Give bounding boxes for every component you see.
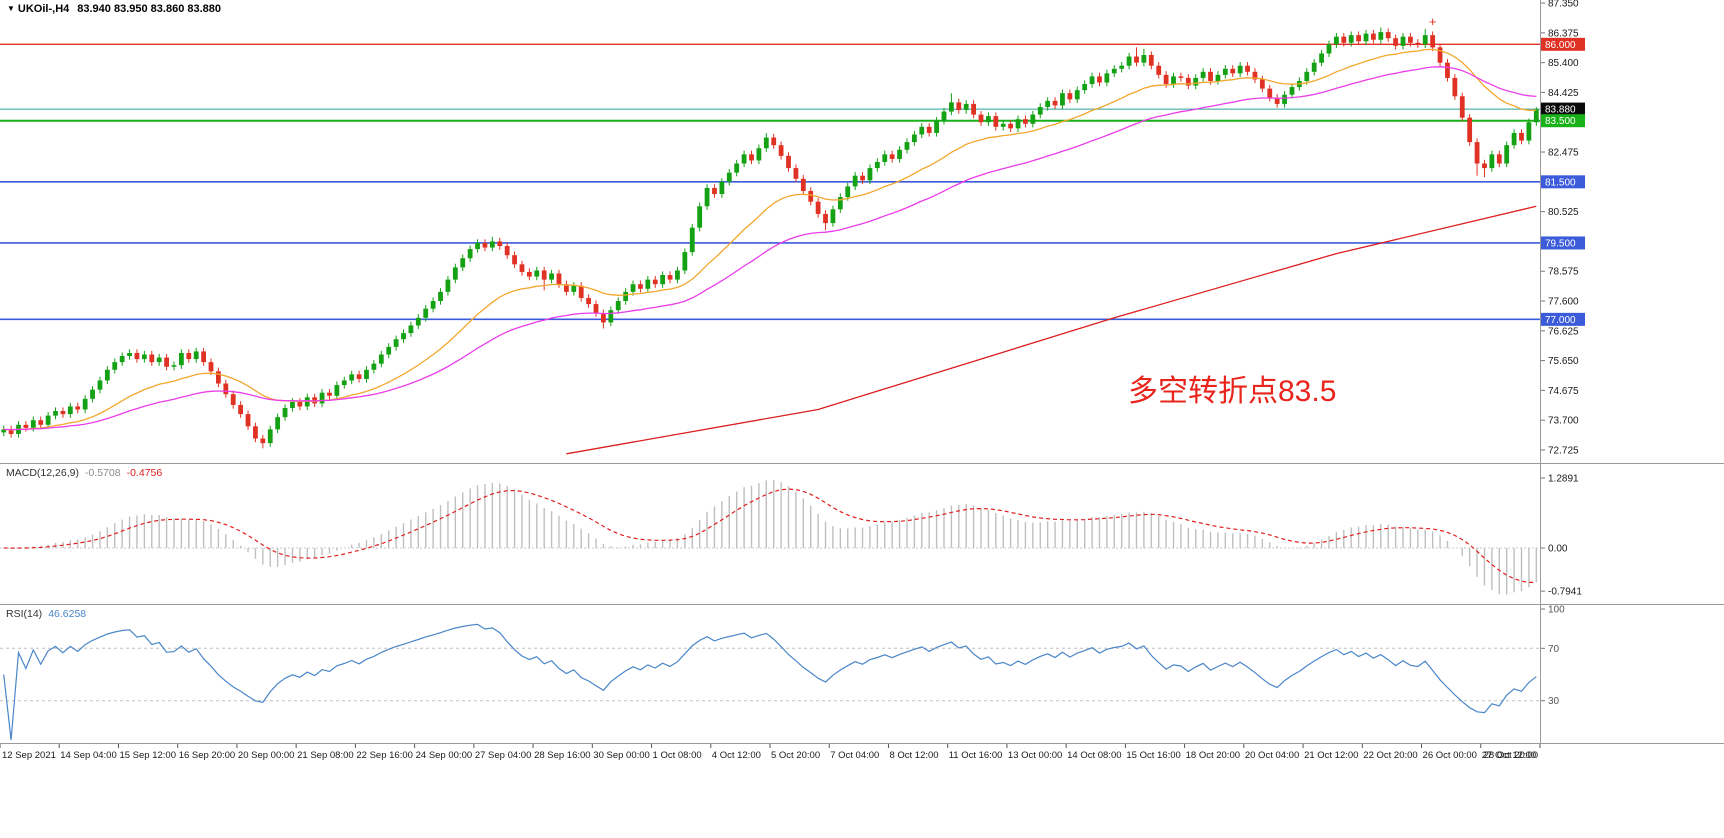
time-tick-label: 16 Sep 20:00: [179, 750, 236, 761]
plus-marker-icon[interactable]: +: [1429, 14, 1437, 29]
chart-title: ▼ UKOil-,H4 83.940 83.950 83.860 83.880: [7, 3, 221, 15]
price-tick-label: 77.600: [1548, 297, 1579, 308]
macd-signal-value: -0.4756: [126, 467, 163, 479]
macd-tick-label: 1.2891: [1548, 474, 1579, 485]
rsi-tick-label: 100: [1548, 605, 1565, 616]
price-tick-label: 75.650: [1548, 356, 1579, 367]
time-tick-label: 30 Sep 00:00: [593, 750, 650, 761]
price-tick-label: 74.675: [1548, 386, 1579, 397]
price-level-badge: [1541, 114, 1585, 128]
ma-slow-line: [566, 205, 1537, 455]
price-tick-label: 72.725: [1548, 445, 1579, 456]
symbol-period-label: UKOil-,H4: [17, 3, 70, 15]
macd-main-value: -0.5708: [84, 467, 121, 479]
time-tick-label: 14 Sep 04:00: [60, 750, 117, 761]
rsi-name: RSI(14): [6, 608, 43, 620]
price-level-badge-label: 83.500: [1545, 116, 1576, 127]
chart-annotation[interactable]: 多空转折点83.5: [1128, 375, 1337, 408]
rsi-indicator-panel[interactable]: 100 70 30: [0, 605, 1724, 743]
time-tick-label: 28 Sep 16:00: [534, 750, 591, 761]
price-level-badge: [1541, 312, 1585, 326]
macd-indicator-panel[interactable]: 1.2891 0.00 -0.7941: [0, 464, 1724, 604]
time-tick-label: 1 Oct 08:00: [653, 750, 702, 761]
macd-name: MACD(12,26,9): [6, 467, 79, 479]
price-axis-separator: [1540, 0, 1541, 744]
panel-divider[interactable]: [0, 604, 1724, 605]
ohlc-values: 83.940 83.950 83.860 83.880: [77, 3, 222, 15]
time-tick-label: 5 Oct 20:00: [771, 750, 820, 761]
panel-divider[interactable]: [0, 463, 1724, 464]
price-tick-label: 86.375: [1548, 28, 1579, 39]
time-tick-label: 14 Oct 08:00: [1067, 750, 1121, 761]
price-tick-label: 73.700: [1548, 416, 1579, 427]
time-tick-label: 18 Oct 20:00: [1186, 750, 1240, 761]
time-tick-label: 15 Oct 16:00: [1126, 750, 1180, 761]
macd-label: MACD(12,26,9) -0.5708 -0.4756: [6, 467, 162, 479]
price-chart-canvas[interactable]: +87.350 86.375 85.400 84.425 82.475 80.525 78.…: [0, 0, 1724, 463]
time-tick-label: 27 Oct 12:00: [1482, 750, 1536, 761]
macd-tick-label: 0.00: [1548, 544, 1568, 555]
price-tick-label: 87.350: [1548, 0, 1579, 10]
time-tick-label: 26 Oct 00:00: [1423, 750, 1477, 761]
time-tick-label: 13 Oct 00:00: [1008, 750, 1062, 761]
ma-mid-line: [3, 66, 1537, 431]
macd-signal-line: [3, 488, 1537, 584]
rsi-label: RSI(14) 46.6258: [6, 608, 86, 620]
price-tick-label: 85.400: [1548, 58, 1579, 69]
price-tick-label: 82.475: [1548, 148, 1579, 159]
price-tick-label: 80.525: [1548, 207, 1579, 218]
time-tick-label: 15 Sep 12:00: [119, 750, 176, 761]
symbol-marker-icon: ▼: [7, 4, 15, 13]
price-level-badge-label: 77.000: [1545, 315, 1576, 326]
panel-divider: [0, 743, 1724, 744]
ma-fast-line: [3, 48, 1537, 431]
price-level-badge-label: 81.500: [1545, 177, 1576, 188]
time-tick-label: 21 Sep 08:00: [297, 750, 354, 761]
rsi-tick-label: 30: [1548, 696, 1560, 707]
time-tick-label: 22 Oct 20:00: [1363, 750, 1417, 761]
price-tick-label: 76.625: [1548, 326, 1579, 337]
rsi-value: 46.6258: [48, 608, 87, 620]
time-tick-label: 4 Oct 12:00: [712, 750, 761, 761]
rsi-line: [3, 623, 1537, 741]
price-level-badge-label: 83.880: [1545, 105, 1576, 116]
price-tick-label: 78.575: [1548, 267, 1579, 278]
time-tick-label: 11 Oct 16:00: [949, 750, 1003, 761]
time-tick-label: 7 Oct 04:00: [830, 750, 879, 761]
rsi-tick-label: 70: [1548, 644, 1560, 655]
price-axis[interactable]: 87.350 86.375 85.400 84.425 82.475 80.525 78.5…: [1540, 0, 1585, 456]
time-tick-label: 20 Sep 00:00: [238, 750, 295, 761]
price-level-badge: [1541, 37, 1585, 51]
time-tick-label: 20 Oct 04:00: [1245, 750, 1299, 761]
time-tick-label: 12 Sep 2021: [2, 750, 56, 761]
macd-histogram: [10, 480, 1537, 595]
time-tick-label: 8 Oct 12:00: [889, 750, 938, 761]
time-tick-label: 27 Sep 04:00: [475, 750, 532, 761]
price-level-badge: [1541, 102, 1585, 116]
price-tick-label: 84.425: [1548, 88, 1579, 99]
price-level-badge-label: 79.500: [1545, 238, 1576, 249]
horizontal-level-lines[interactable]: [0, 43, 1540, 321]
time-axis[interactable]: 12 Sep 2021 14 Sep 04:00 15 Sep 12:00 16 Se…: [0, 744, 1724, 766]
time-tick-label: 24 Sep 00:00: [416, 750, 473, 761]
time-tick-label: 28 Oct 20:00: [1484, 750, 1538, 761]
time-tick-label: 21 Oct 12:00: [1304, 750, 1358, 761]
price-level-badge: [1541, 175, 1585, 189]
price-level-badge-label: 86.000: [1545, 40, 1576, 51]
time-tick-label: 22 Sep 16:00: [356, 750, 413, 761]
candlestick-series: [1, 27, 1539, 449]
price-level-badge: [1541, 236, 1585, 250]
macd-tick-label: -0.7941: [1548, 587, 1582, 598]
